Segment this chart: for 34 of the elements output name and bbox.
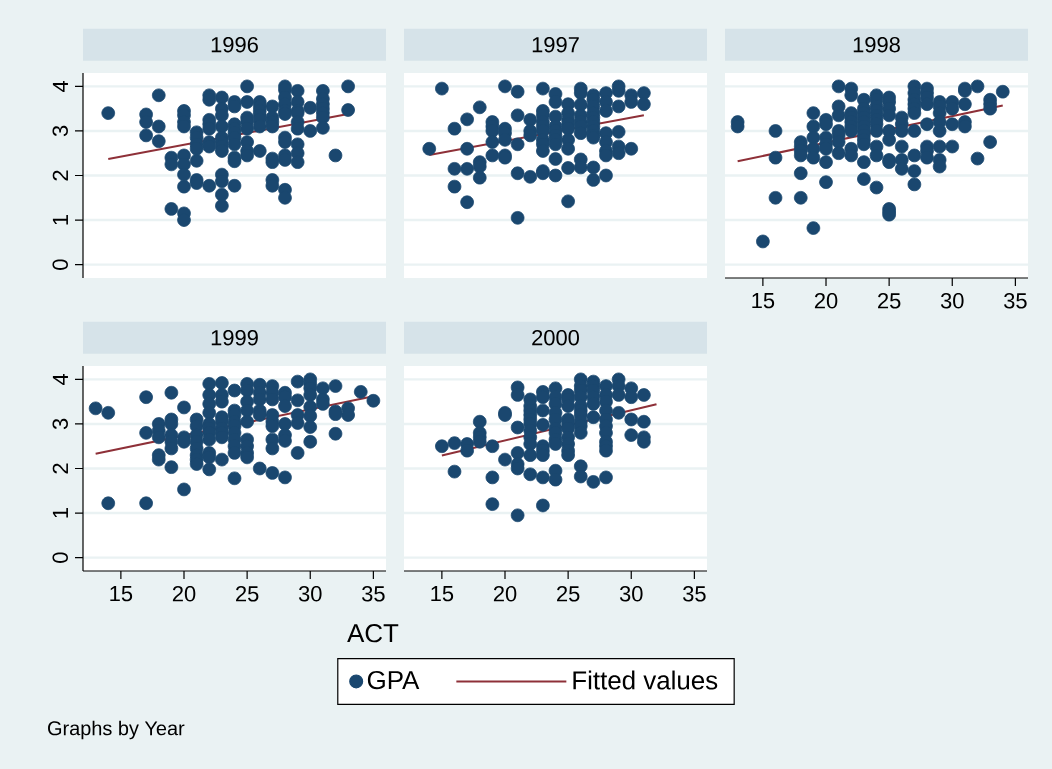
text: Graphs by Year (48, 720, 185, 740)
y-tick-label: 4 (52, 80, 68, 92)
legend-label: GPA (367, 670, 420, 690)
x-tick-label: 15 (752, 293, 775, 309)
y-tick-label: 2 (52, 463, 68, 474)
y-tick-label: 0 (52, 259, 68, 270)
x-tick-label: 15 (431, 586, 454, 602)
chart-title: 2000 (532, 329, 579, 346)
chart-title: 1999 (211, 329, 258, 346)
x-tick-label: 20 (172, 586, 196, 602)
y-tick-label: 3 (52, 125, 68, 137)
x-tick-label: 20 (814, 293, 838, 309)
y-tick-label: 2 (52, 170, 68, 181)
x-tick-label: 25 (236, 586, 259, 602)
x-tick-label: 35 (1004, 293, 1027, 309)
chart-title: 1997 (532, 36, 579, 53)
x-tick-label: 25 (878, 293, 901, 309)
x-tick-label: 30 (940, 293, 964, 309)
x-tick-label: 20 (493, 586, 517, 602)
y-tick-label: 4 (52, 373, 68, 385)
y-tick-label: 3 (52, 418, 68, 430)
x-tick-label: 35 (362, 586, 385, 602)
y-tick-label: 1 (52, 508, 68, 518)
x-tick-label: 15 (110, 586, 133, 602)
x-tick-label: 35 (683, 586, 706, 602)
y-tick-label: 1 (52, 215, 68, 225)
x-axis-title: ACT (347, 624, 399, 643)
x-tick-label: 30 (298, 586, 322, 602)
y-tick-label: 0 (52, 552, 68, 563)
legend-label: Fitted values (573, 670, 718, 690)
x-tick-label: 30 (619, 586, 643, 602)
chart-title: 1996 (211, 36, 258, 53)
x-tick-label: 25 (557, 586, 580, 602)
chart-title: 1998 (853, 36, 900, 53)
